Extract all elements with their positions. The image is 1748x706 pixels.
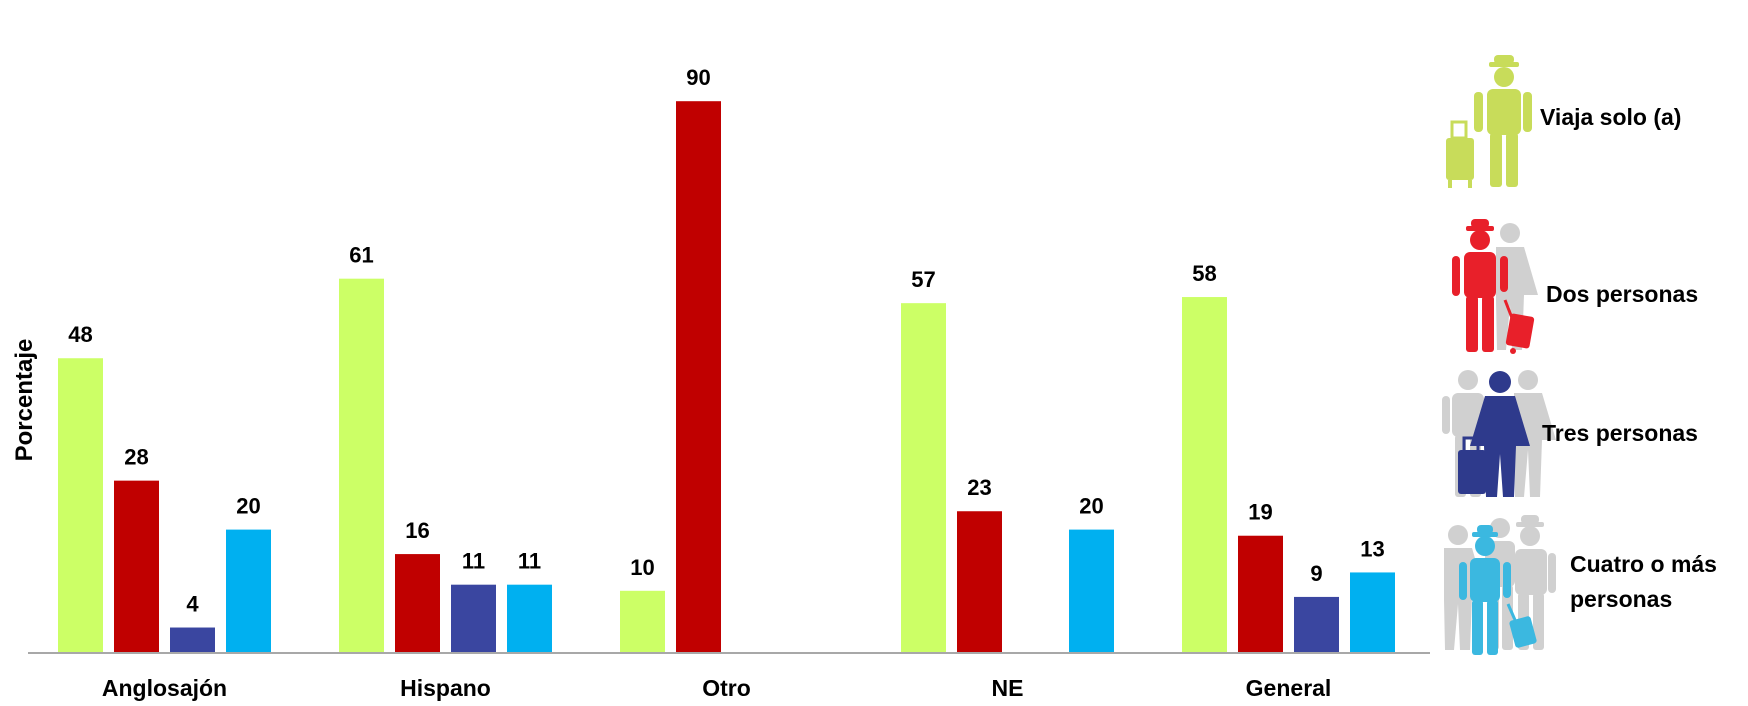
bar <box>676 101 721 652</box>
legend-item-tres-personas: Tres personas <box>1442 370 1698 497</box>
data-label: 28 <box>124 445 148 470</box>
bar <box>620 590 665 652</box>
data-label: 11 <box>462 549 485 574</box>
bar <box>957 511 1002 652</box>
data-label: 13 <box>1360 536 1384 561</box>
bar <box>226 529 271 652</box>
bars-layer <box>58 101 1395 652</box>
data-label: 11 <box>518 549 541 574</box>
legend-label: Viaja solo (a) <box>1540 104 1681 130</box>
legend-item-cuatro-personas: Cuatro o más personas <box>1444 515 1717 655</box>
x-tick-label: Hispano <box>400 675 491 701</box>
x-tick-label: Otro <box>702 675 751 701</box>
legend-label-line1: Cuatro o más <box>1570 551 1717 577</box>
legend-item-dos-personas: Dos personas <box>1452 219 1698 354</box>
data-label: 4 <box>186 592 199 617</box>
legend-label: Dos personas <box>1546 281 1698 307</box>
category-labels-layer: Anglosajón Hispano Otro NE General <box>102 675 1331 701</box>
y-axis-label-group: Porcentaje <box>11 339 38 462</box>
bar <box>58 358 103 652</box>
bar <box>451 584 496 652</box>
bar <box>1350 572 1395 652</box>
data-label: 48 <box>68 322 92 347</box>
bar <box>170 627 215 652</box>
x-tick-label: General <box>1246 675 1332 701</box>
data-label: 90 <box>686 65 710 90</box>
bar <box>1294 596 1339 652</box>
bar <box>901 303 946 652</box>
bar <box>1238 535 1283 652</box>
data-label: 10 <box>630 555 654 580</box>
legend-label-line2: personas <box>1570 586 1672 612</box>
bar <box>114 480 159 652</box>
y-axis-label: Porcentaje <box>11 339 38 462</box>
data-label: 23 <box>967 475 991 500</box>
bar <box>339 278 384 652</box>
data-label: 16 <box>405 518 429 543</box>
four-people-icon <box>1444 515 1556 655</box>
data-label: 19 <box>1248 500 1272 525</box>
data-label: 20 <box>236 494 260 519</box>
bar <box>1182 297 1227 652</box>
data-label: 9 <box>1310 561 1322 586</box>
x-tick-label: Anglosajón <box>102 675 227 701</box>
legend-item-viaja-solo: Viaja solo (a) <box>1446 55 1681 188</box>
data-label: 58 <box>1192 261 1216 286</box>
value-labels-layer: 48 28 4 20 61 16 11 11 10 90 57 23 20 58 19 9 13 <box>68 65 1384 616</box>
data-label: 57 <box>911 267 935 292</box>
legend-label: Tres personas <box>1542 420 1698 446</box>
bar <box>395 554 440 652</box>
person-with-luggage-icon <box>1446 55 1532 188</box>
bar <box>1069 529 1114 652</box>
bar <box>507 584 552 652</box>
x-tick-label: NE <box>992 675 1024 701</box>
two-people-icon <box>1452 219 1538 354</box>
three-people-icon <box>1442 370 1556 497</box>
legend: Viaja solo (a) <box>1442 55 1717 655</box>
data-label: 61 <box>349 243 373 268</box>
data-label: 20 <box>1079 494 1103 519</box>
